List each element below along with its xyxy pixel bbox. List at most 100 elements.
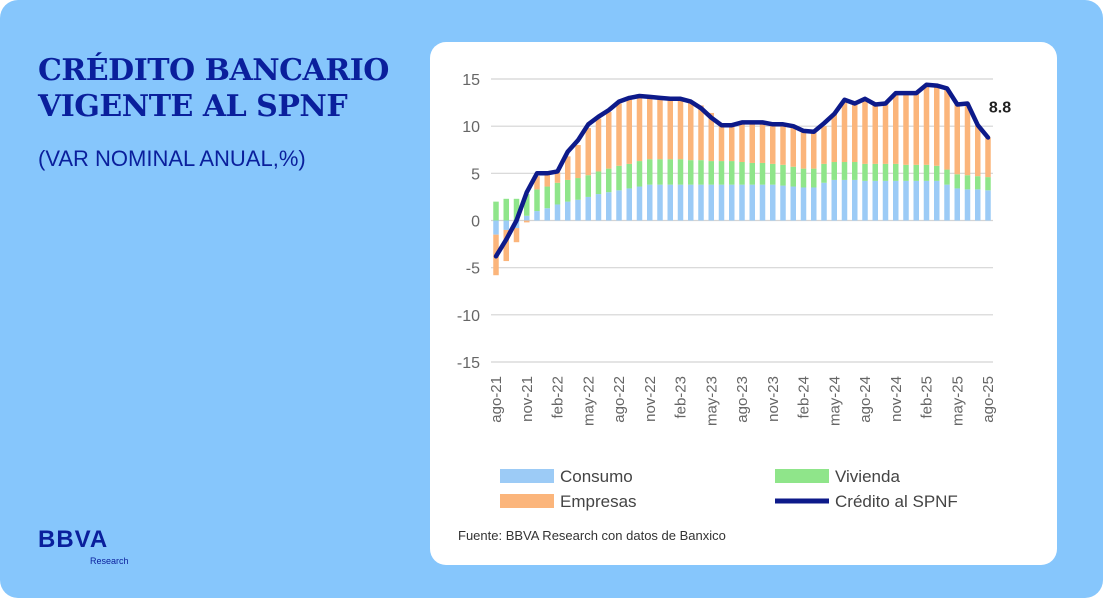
bar-vivienda bbox=[575, 178, 581, 200]
bar-empresas bbox=[770, 124, 776, 164]
bar-vivienda bbox=[606, 168, 612, 193]
bar-consumo bbox=[954, 188, 960, 221]
bar-consumo bbox=[944, 184, 950, 221]
bar-consumo bbox=[790, 186, 796, 221]
bar-vivienda bbox=[821, 163, 827, 183]
bar-consumo bbox=[975, 189, 981, 221]
x-tick-label: nov-21 bbox=[519, 376, 536, 422]
bar-vivienda bbox=[503, 198, 509, 221]
chart-card: 8.8 15 10 5 0 -5 -10 -15 ago-21 nov-21 feb-22 may-… bbox=[430, 42, 1057, 565]
bar-empresas bbox=[852, 103, 858, 163]
bar-consumo bbox=[852, 179, 858, 221]
bar-empresas bbox=[677, 98, 684, 160]
bar-empresas bbox=[872, 104, 878, 164]
bar-consumo bbox=[626, 188, 632, 221]
bar-empresas bbox=[585, 128, 591, 176]
bar-empresas bbox=[862, 98, 868, 164]
bar-empresas bbox=[923, 84, 930, 165]
bar-vivienda bbox=[800, 168, 807, 188]
bar-consumo bbox=[872, 180, 878, 221]
x-tick-label: feb-23 bbox=[673, 376, 690, 419]
bar-consumo bbox=[913, 180, 919, 221]
bar-vivienda bbox=[698, 160, 704, 185]
bar-empresas bbox=[513, 228, 520, 243]
bar-consumo bbox=[534, 211, 540, 221]
bar-consumo bbox=[934, 180, 940, 221]
bar-vivienda bbox=[636, 161, 643, 187]
bar-empresas bbox=[626, 98, 632, 164]
bar-empresas bbox=[780, 124, 786, 165]
legend-item: Crédito al SPNF bbox=[775, 492, 958, 511]
bar-consumo bbox=[493, 220, 499, 235]
bar-empresas bbox=[544, 173, 550, 187]
bar-consumo bbox=[616, 190, 622, 221]
x-tick-label: may-25 bbox=[949, 376, 966, 426]
x-tick-label: ago-25 bbox=[980, 376, 997, 423]
bar-empresas bbox=[575, 145, 581, 179]
bar-consumo bbox=[636, 186, 643, 221]
bar-empresas bbox=[616, 103, 622, 166]
bar-empresas bbox=[698, 105, 704, 161]
x-tick-label: feb-22 bbox=[550, 376, 567, 419]
bar-consumo bbox=[903, 180, 909, 221]
bar-empresas bbox=[595, 118, 602, 172]
bar-consumo bbox=[811, 187, 817, 221]
legend-item: Consumo bbox=[500, 467, 633, 486]
legend-item: Vivienda bbox=[775, 467, 900, 486]
chart-line: 8.8 bbox=[493, 82, 1011, 259]
bar-consumo bbox=[841, 179, 848, 221]
bar-consumo bbox=[800, 187, 807, 221]
bar-consumo bbox=[688, 184, 694, 221]
x-tick-label: ago-24 bbox=[857, 376, 874, 423]
bar-vivienda bbox=[739, 162, 745, 185]
bar-consumo bbox=[862, 180, 868, 221]
bar-vivienda bbox=[790, 166, 796, 187]
bar-consumo bbox=[718, 184, 725, 221]
bar-consumo bbox=[831, 179, 837, 221]
bar-consumo bbox=[821, 182, 827, 221]
page-subtitle: (VAR NOMINAL ANUAL,%) bbox=[38, 146, 306, 171]
bar-vivienda bbox=[688, 160, 694, 185]
bar-empresas bbox=[893, 93, 899, 164]
bar-consumo bbox=[759, 184, 766, 221]
bar-vivienda bbox=[852, 162, 858, 180]
legend-label: Consumo bbox=[560, 467, 633, 486]
bar-vivienda bbox=[780, 164, 786, 186]
bar-empresas bbox=[729, 125, 735, 162]
bar-vivienda bbox=[985, 177, 991, 191]
y-tick-label: -15 bbox=[457, 355, 480, 372]
bar-vivienda bbox=[872, 163, 878, 181]
bar-empresas bbox=[811, 131, 817, 169]
x-tick-label: may-23 bbox=[703, 376, 720, 426]
bar-vivienda bbox=[493, 201, 499, 221]
bar-vivienda bbox=[934, 165, 940, 181]
y-tick-label: 0 bbox=[471, 214, 480, 231]
legend-label: Crédito al SPNF bbox=[835, 492, 958, 511]
bar-vivienda bbox=[944, 169, 950, 185]
legend-swatch bbox=[500, 469, 554, 483]
legend-swatch bbox=[775, 469, 829, 483]
bar-vivienda bbox=[708, 161, 714, 185]
bar-vivienda bbox=[903, 164, 909, 181]
bar-consumo bbox=[729, 184, 735, 221]
bar-empresas bbox=[954, 104, 960, 175]
bar-vivienda bbox=[882, 163, 889, 181]
bar-consumo bbox=[770, 184, 776, 221]
bar-vivienda bbox=[729, 161, 735, 185]
chart-legend: Consumo Vivienda Empresas Crédito al SPNF bbox=[500, 467, 958, 511]
bar-vivienda bbox=[657, 159, 663, 185]
x-tick-label: ago-22 bbox=[611, 376, 628, 423]
bar-vivienda bbox=[718, 161, 725, 185]
bar-consumo bbox=[964, 189, 971, 221]
bar-empresas bbox=[503, 229, 509, 262]
bar-empresas bbox=[749, 122, 755, 163]
bar-consumo bbox=[893, 180, 899, 221]
bar-vivienda bbox=[667, 159, 673, 185]
y-tick-label: 5 bbox=[471, 166, 480, 183]
legend-label: Empresas bbox=[560, 492, 637, 511]
x-tick-label: feb-24 bbox=[796, 376, 813, 419]
bar-empresas bbox=[524, 220, 530, 223]
bar-vivienda bbox=[626, 163, 632, 189]
bar-empresas bbox=[964, 103, 971, 176]
